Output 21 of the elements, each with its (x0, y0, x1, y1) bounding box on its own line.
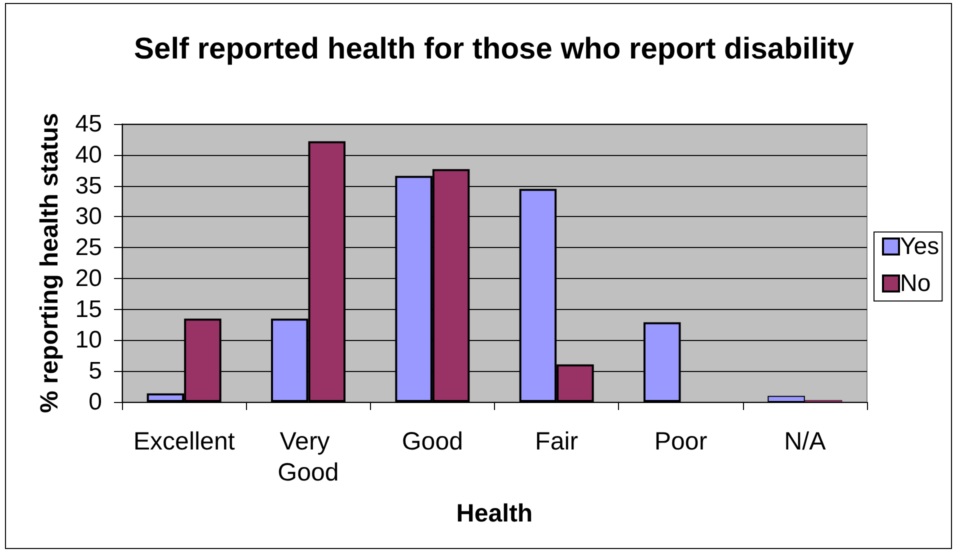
x-tick-label: Fair (535, 428, 578, 456)
y-tick-label: 10 (75, 326, 102, 354)
y-tick-label: 15 (75, 296, 102, 323)
legend-label: Yes (900, 233, 940, 260)
y-tick-label: 5 (88, 358, 102, 385)
chart-title: Self reported health for those who report disability (134, 32, 854, 66)
y-axis-title: % reporting health status (36, 112, 64, 414)
x-axis-title: Health (456, 500, 533, 528)
x-tick-label: Excellent (133, 428, 235, 456)
y-tick-label: 25 (75, 234, 102, 262)
y-tick-label: 35 (75, 172, 102, 200)
x-tick-label: Very Good (278, 428, 339, 486)
y-tick-label: 30 (75, 203, 102, 230)
y-tick-label: 20 (75, 264, 102, 292)
x-tick-label: Good (402, 428, 464, 456)
y-tick-label: 45 (75, 110, 102, 138)
x-tick-label: Poor (654, 428, 708, 456)
x-tick-label: N/A (784, 428, 826, 456)
y-tick-label: 40 (75, 141, 102, 168)
y-tick-label: 0 (88, 388, 102, 416)
legend-label: No (900, 270, 931, 297)
